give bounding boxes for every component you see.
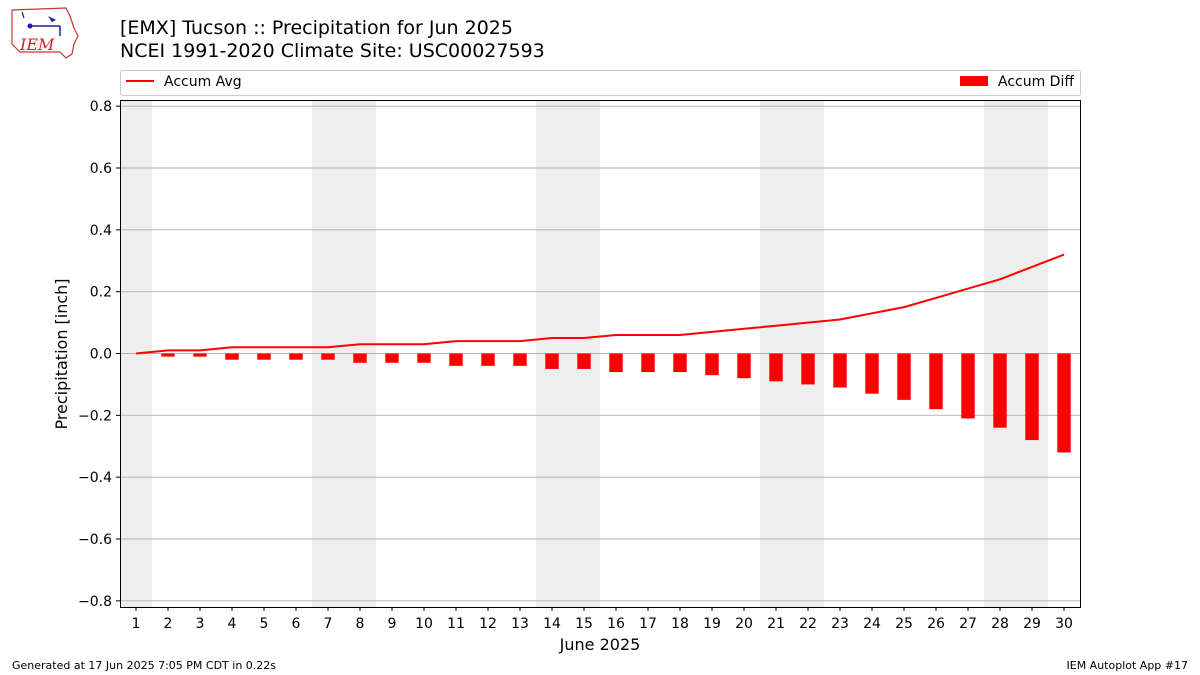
- accum-diff-bar: [993, 353, 1007, 428]
- accum-avg-line: [135, 253, 1065, 355]
- x-tick-label: 20: [735, 616, 753, 632]
- accum-diff-bar: [801, 353, 815, 385]
- x-tick-label: 30: [1055, 616, 1073, 632]
- accum-diff-bar: [705, 353, 719, 376]
- x-tick-label: 15: [575, 616, 593, 632]
- y-tick-label: 0.4: [90, 223, 112, 239]
- y-axis-label: Precipitation [inch]: [52, 278, 71, 429]
- x-tick-label: 7: [324, 616, 333, 632]
- y-tick-label: 0.8: [90, 99, 112, 115]
- legend-bar-swatch: [960, 76, 988, 86]
- accum-diff-bar: [577, 353, 591, 369]
- x-tick-label: 24: [863, 616, 881, 632]
- y-axis: −0.8 −0.6 −0.4 −0.2 0.0 0.2 0.4 0.6 0.8: [78, 99, 120, 610]
- y-tick-label: 0.0: [90, 347, 112, 363]
- accum-diff-bar: [833, 353, 847, 388]
- legend: Accum Avg Accum Diff: [120, 70, 1081, 96]
- x-tick-label: 17: [639, 616, 657, 632]
- accum-diff-bar: [897, 353, 911, 400]
- x-tick-label: 13: [511, 616, 529, 632]
- x-tick-label: 1: [132, 616, 141, 632]
- x-tick-label: 22: [799, 616, 817, 632]
- accum-diff-bar: [737, 353, 751, 379]
- x-tick-label: 16: [607, 616, 625, 632]
- accum-diff-bar: [321, 353, 335, 360]
- accum-diff-bar: [193, 353, 207, 357]
- x-tick-label: 6: [292, 616, 301, 632]
- accum-diff-bar: [641, 353, 655, 373]
- x-tick-label: 2: [164, 616, 173, 632]
- x-tick-label: 21: [767, 616, 785, 632]
- accum-diff-bar: [609, 353, 623, 373]
- x-tick-label: 26: [927, 616, 945, 632]
- x-tick-label: 28: [991, 616, 1009, 632]
- x-axis: 1 2 3 4 5 6 7 8 9 10 11 12 13 14 15 16 17 18 19 20 21 22 23 24 2…: [132, 607, 1073, 632]
- x-tick-label: 4: [228, 616, 237, 632]
- accum-diff-bar: [289, 353, 303, 360]
- iem-logo: IEM: [11, 7, 79, 59]
- accum-diff-bars: [161, 353, 1071, 453]
- x-tick-label: 18: [671, 616, 689, 632]
- y-tick-label: −0.6: [78, 532, 112, 548]
- x-tick-label: 25: [895, 616, 913, 632]
- x-tick-label: 9: [388, 616, 397, 632]
- x-tick-label: 23: [831, 616, 849, 632]
- x-tick-label: 12: [479, 616, 497, 632]
- accum-avg-line-group: [135, 253, 1065, 355]
- accum-diff-bar: [545, 353, 559, 369]
- generated-timestamp: Generated at 17 Jun 2025 7:05 PM CDT in …: [12, 659, 277, 672]
- accum-diff-bar: [929, 353, 943, 410]
- chart-title: [EMX] Tucson :: Precipitation for Jun 20…: [120, 17, 513, 39]
- accum-diff-bar: [417, 353, 431, 363]
- x-tick-label: 29: [1023, 616, 1041, 632]
- y-tick-label: −0.8: [78, 594, 112, 610]
- x-tick-label: 14: [543, 616, 561, 632]
- x-tick-label: 10: [415, 616, 433, 632]
- grid-lines: [120, 105, 1080, 602]
- accum-diff-bar: [257, 353, 271, 360]
- x-tick-label: 8: [356, 616, 365, 632]
- app-label: IEM Autoplot App #17: [1066, 659, 1189, 672]
- accum-diff-bar: [513, 353, 527, 366]
- accum-diff-bar: [1057, 353, 1071, 453]
- accum-diff-bar: [769, 353, 783, 382]
- accum-diff-bar: [1025, 353, 1039, 441]
- x-tick-label: 11: [447, 616, 465, 632]
- y-tick-label: −0.4: [78, 470, 112, 486]
- accum-diff-bar: [161, 353, 175, 357]
- accum-diff-bar: [353, 353, 367, 363]
- accum-diff-bar: [449, 353, 463, 366]
- logo-text: IEM: [19, 35, 55, 54]
- x-tick-label: 27: [959, 616, 977, 632]
- accum-diff-bar: [225, 353, 239, 360]
- x-tick-label: 5: [260, 616, 269, 632]
- x-tick-label: 19: [703, 616, 721, 632]
- accum-diff-bar: [481, 353, 495, 366]
- x-tick-label: 3: [196, 616, 205, 632]
- y-tick-label: 0.6: [90, 161, 112, 177]
- accum-diff-bar: [385, 353, 399, 363]
- plot-frame: [120, 100, 1081, 608]
- accum-diff-bar: [865, 353, 879, 394]
- accum-diff-bar: [673, 353, 687, 373]
- legend-label-accum-avg: Accum Avg: [164, 74, 242, 90]
- x-axis-label: June 2025: [559, 635, 641, 654]
- legend-label-accum-diff: Accum Diff: [998, 74, 1074, 90]
- chart-subtitle: NCEI 1991-2020 Climate Site: USC00027593: [120, 40, 545, 62]
- y-tick-label: 0.2: [90, 285, 112, 301]
- y-tick-label: −0.2: [78, 408, 112, 424]
- accum-diff-bar: [961, 353, 975, 419]
